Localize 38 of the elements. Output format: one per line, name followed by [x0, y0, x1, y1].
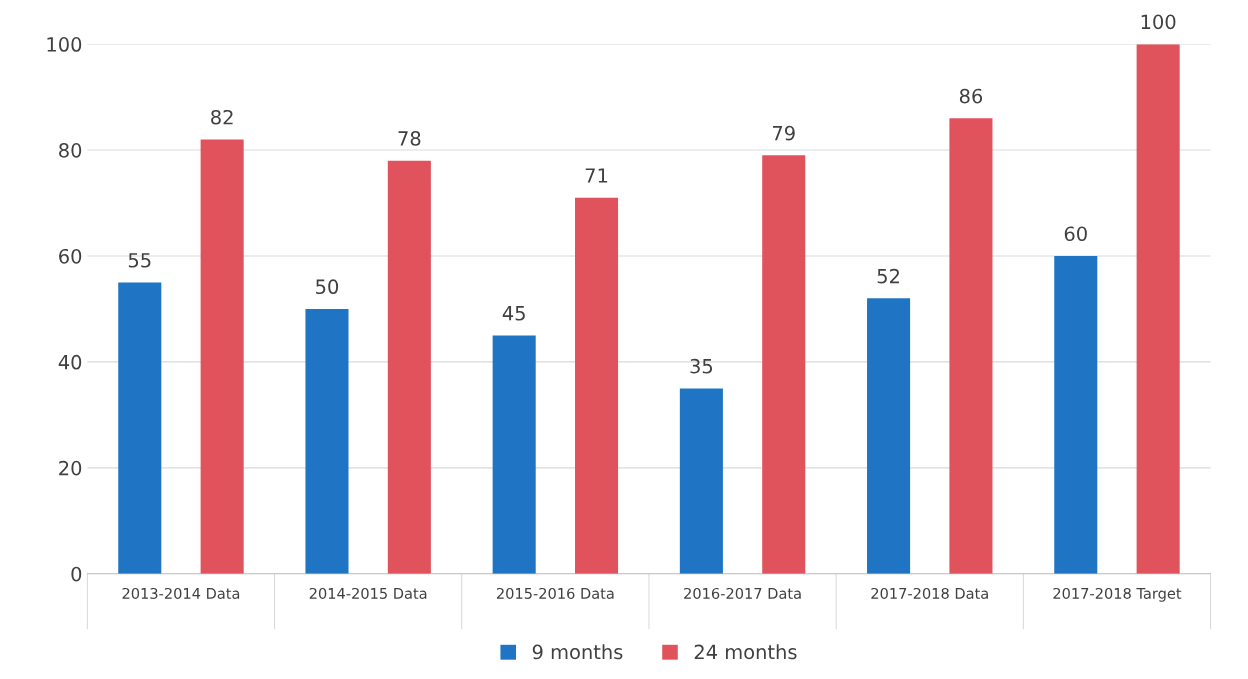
bar	[1136, 44, 1180, 574]
legend-label: 9 months	[532, 644, 623, 660]
data-label: 45	[502, 306, 525, 321]
y-tick-label: 100	[47, 37, 82, 52]
data-label: 82	[211, 109, 233, 125]
data-label: 86	[959, 88, 983, 104]
data-label: 71	[585, 168, 608, 183]
y-tick-label: 80	[59, 143, 82, 158]
bar	[762, 155, 806, 574]
bar	[118, 282, 162, 574]
bar	[1054, 255, 1098, 574]
data-label: 60	[1064, 226, 1087, 242]
bar	[387, 160, 431, 574]
bar	[492, 335, 536, 574]
data-label: 79	[772, 125, 795, 141]
bar	[575, 197, 619, 574]
x-tick-label: 2016-2017 Data	[684, 587, 801, 599]
y-tick-label: 20	[59, 460, 82, 476]
data-label: 55	[128, 253, 151, 268]
data-label: 50	[316, 279, 339, 295]
y-tick-label: 0	[71, 566, 82, 582]
data-label: 100	[1141, 14, 1176, 30]
legend-label: 24 months	[694, 644, 797, 660]
x-tick-label: 2017-2018 Target	[1053, 587, 1182, 602]
x-tick-label: 2014-2015 Data	[309, 587, 427, 599]
y-tick-label: 40	[58, 354, 82, 370]
bar	[679, 388, 723, 574]
bar	[200, 139, 244, 574]
data-label: 35	[690, 358, 713, 374]
bar	[867, 298, 911, 574]
bar	[949, 118, 993, 574]
x-tick-label: 2017-2018 Data	[871, 587, 988, 599]
x-tick-label: 2013-2014 Data	[122, 587, 240, 599]
x-tick-label: 2015-2016 Data	[496, 587, 614, 599]
y-tick-label: 60	[59, 248, 82, 264]
bar	[305, 308, 349, 574]
data-label: 78	[398, 131, 421, 146]
data-label: 52	[877, 268, 899, 284]
